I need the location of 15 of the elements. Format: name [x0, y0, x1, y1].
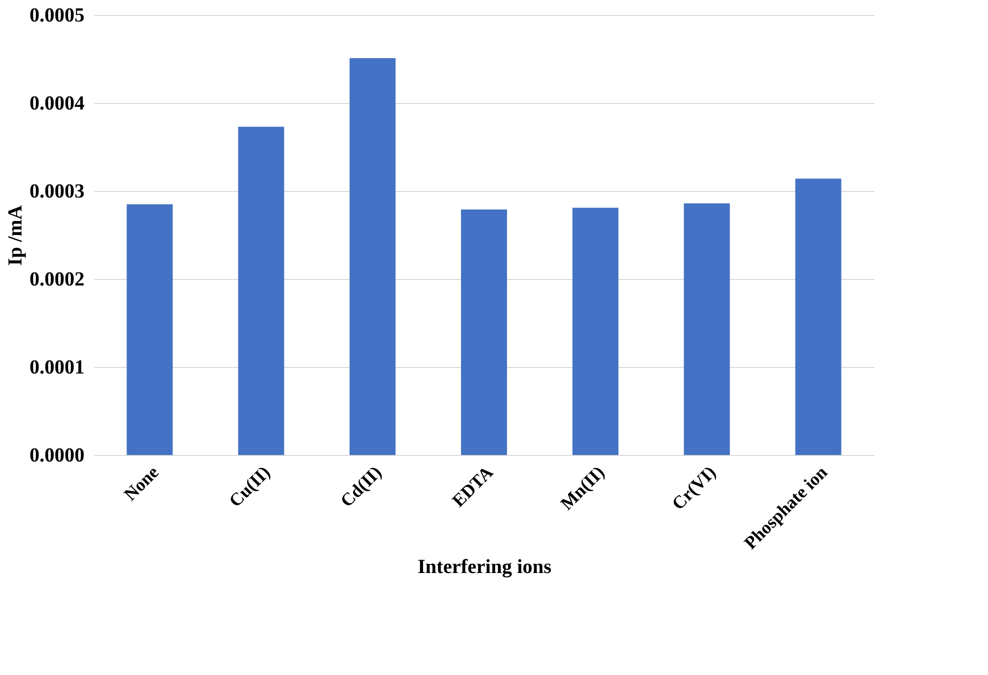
bar	[238, 126, 284, 455]
y-tick-label: 0.0003	[30, 180, 84, 202]
y-tick-label: 0.0002	[30, 268, 84, 290]
bar	[795, 178, 842, 455]
y-tick-label: 0.0000	[30, 444, 84, 466]
y-axis-title: Ip /mA	[4, 204, 26, 266]
y-tick-label: 0.0004	[30, 92, 84, 114]
y-tick-label: 0.0005	[30, 4, 84, 26]
bar	[461, 209, 507, 455]
bar	[350, 58, 396, 455]
y-tick-label: 0.0001	[30, 356, 84, 378]
x-axis-title: Interfering ions	[418, 556, 552, 578]
bar	[572, 208, 618, 455]
bar	[684, 203, 730, 455]
bar	[126, 204, 173, 455]
